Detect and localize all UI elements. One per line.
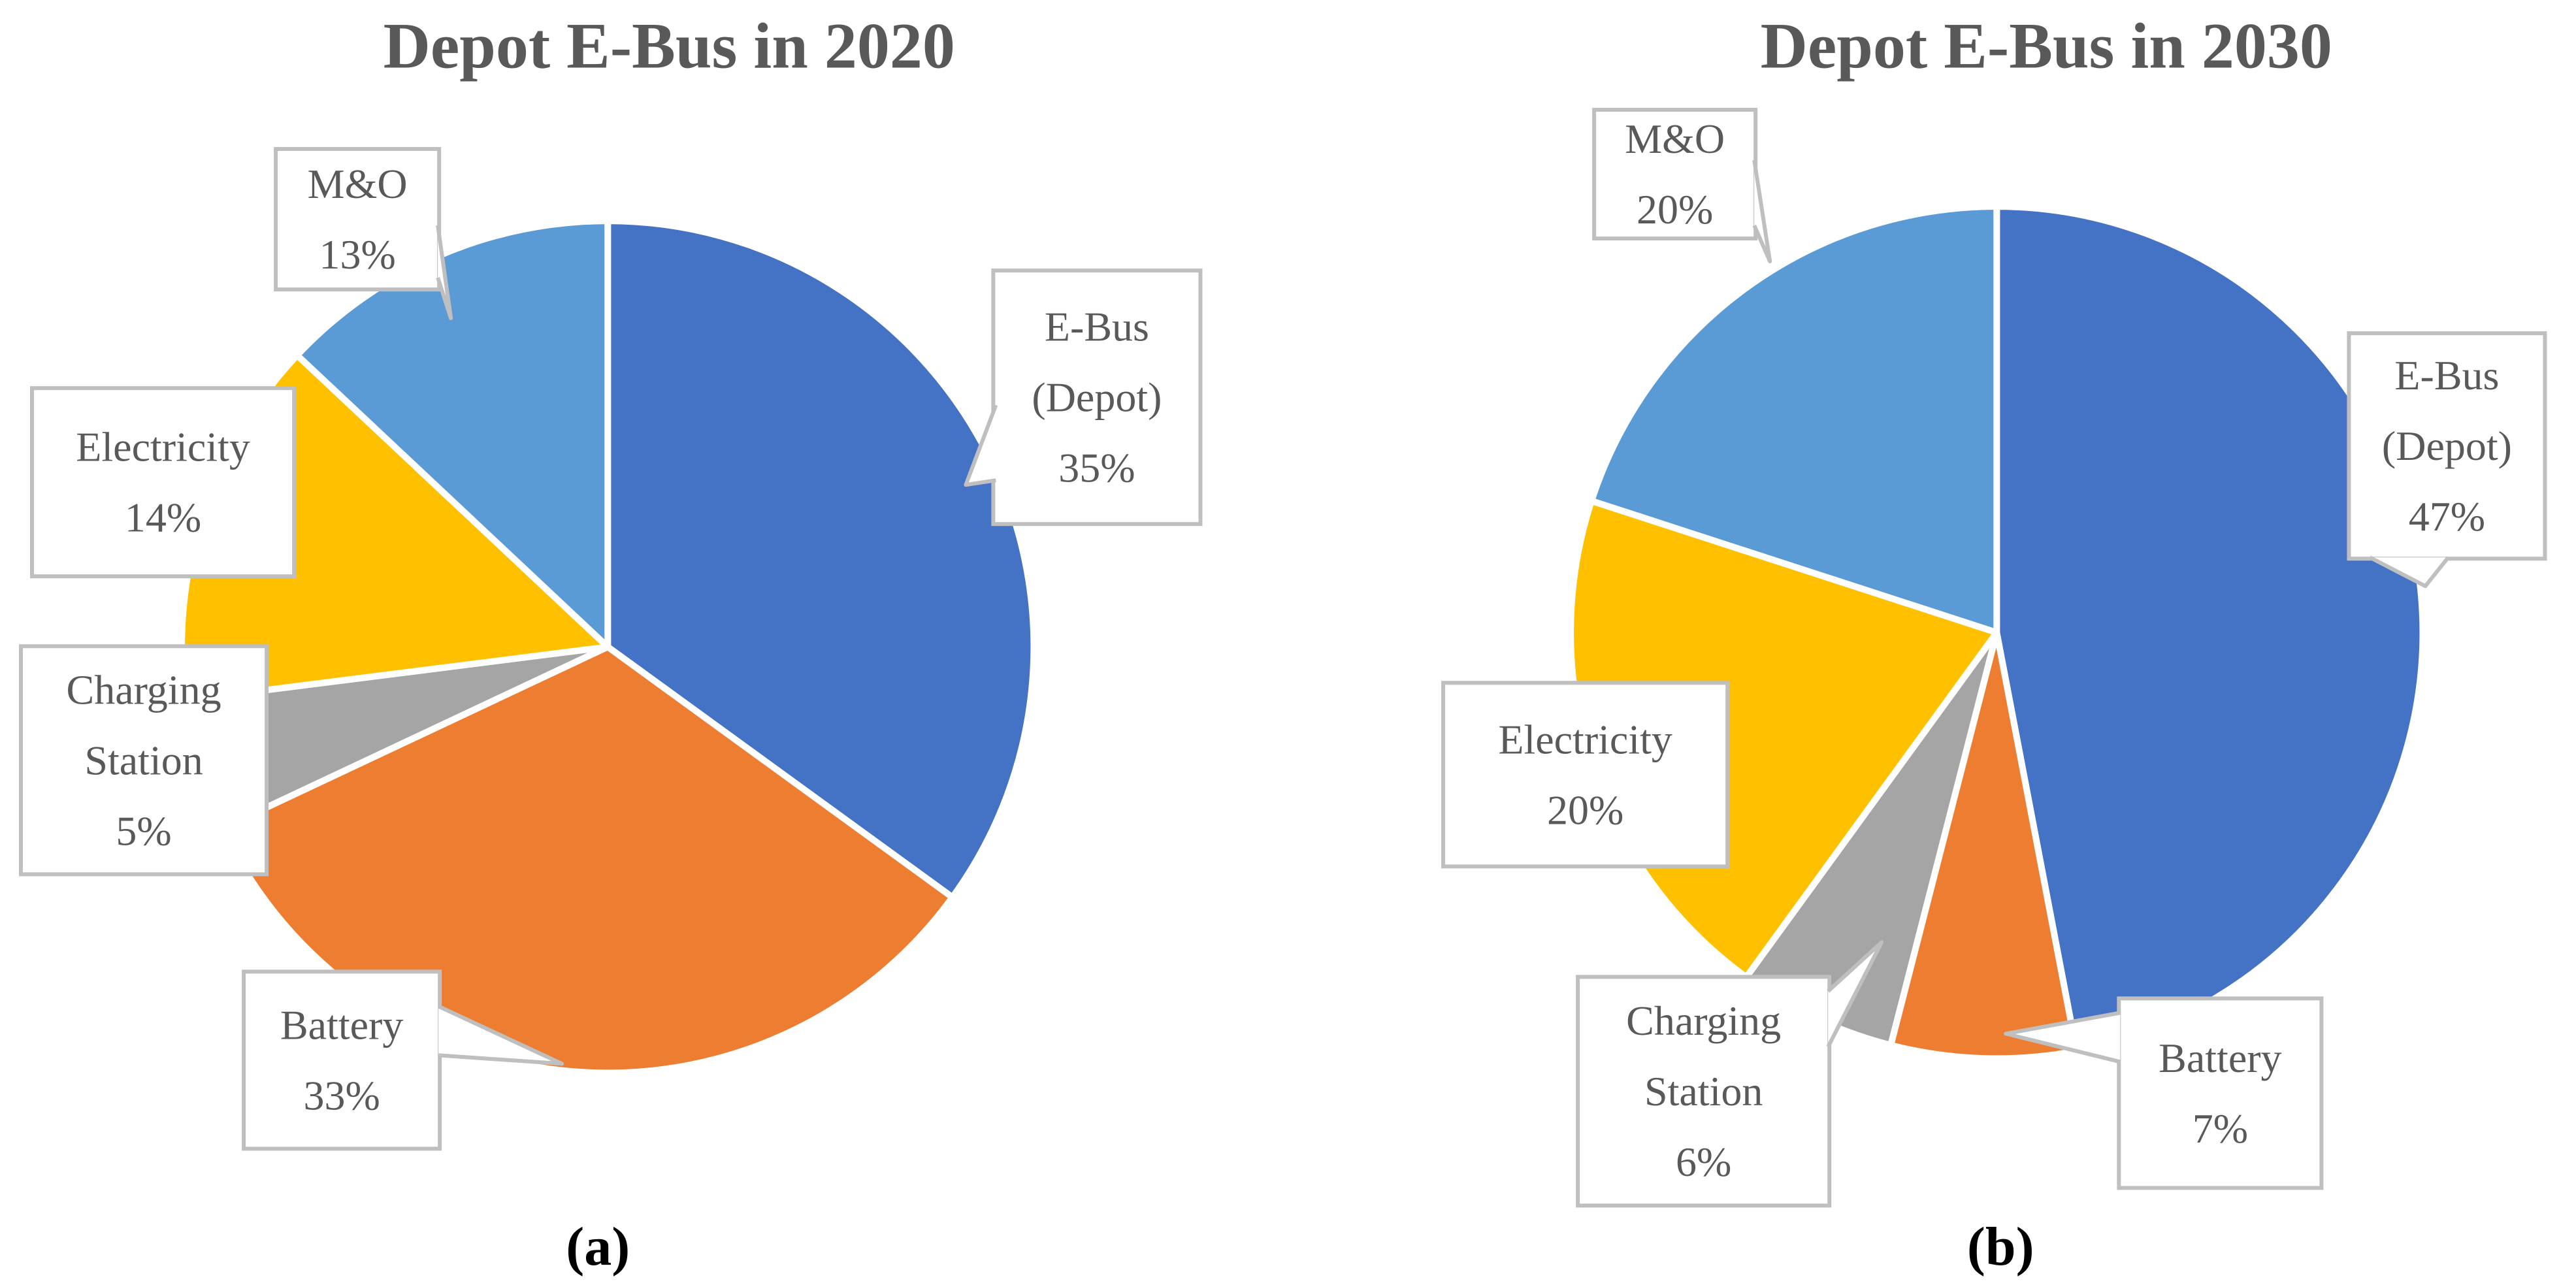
- callout-label-e-bus-depot-line-0: E-Bus: [2394, 352, 2499, 398]
- callout-label-battery-line-0: Battery: [280, 1001, 403, 1048]
- chart-title: Depot E-Bus in 2030: [1760, 10, 2332, 82]
- callout-box-e-bus-depot: [991, 268, 1203, 527]
- callout-label-m-o-line-1: 13%: [319, 231, 395, 278]
- callout-label-e-bus-depot-line-1: (Depot): [2381, 423, 2511, 469]
- callout-label-charging-station-line-0: Charging: [67, 666, 221, 713]
- callout-box-m-o: [274, 147, 442, 292]
- pie-chart-2030-canvas: Depot E-Bus in 2030 E-Bus (Depot) 47% Batter…: [1441, 10, 2547, 1277]
- pie-slice-battery: [219, 643, 956, 1077]
- callout-label-m-o-line-1: 20%: [1636, 186, 1712, 233]
- callout-box-electricity: [1441, 681, 1729, 869]
- callout-tail-m-o: [1752, 159, 1772, 264]
- callout-label-m-o-line-0: M&O: [1625, 116, 1725, 162]
- callout-label-charging-station-line-0: Charging: [1626, 998, 1781, 1044]
- callout-tail-e-bus-depot: [2368, 555, 2450, 589]
- callout-tail-battery: [437, 1004, 564, 1066]
- callout-label-e-bus-depot-line-2: 47%: [2408, 493, 2485, 540]
- callout-label-charging-station-line-2: 5%: [116, 807, 171, 854]
- callout-label-charging-station-line-1: Station: [1644, 1068, 1762, 1114]
- callout-label-electricity-line-1: 20%: [1546, 787, 1623, 833]
- callout-label-battery-line-0: Battery: [2159, 1035, 2281, 1081]
- callout-label-battery-line-1: 7%: [2192, 1105, 2247, 1152]
- pie-chart-2030: Depot E-Bus in 2030 E-Bus (Depot) 47% Batter…: [1288, 0, 2576, 1283]
- callout-label-m-o-line-0: M&O: [308, 161, 408, 207]
- chart-caption: (a): [566, 1216, 630, 1277]
- callout-tail-charging-station: [1826, 940, 1883, 1048]
- callout-label-e-bus-depot-line-0: E-Bus: [1045, 304, 1149, 350]
- callout-label-charging-station-line-1: Station: [84, 737, 203, 783]
- callout-box-charging-station: [1575, 975, 1831, 1208]
- pie-chart-2020-canvas: Depot E-Bus in 2020 E-Bus (Depot) 35% Batter…: [19, 10, 1203, 1277]
- callout-box-charging-station: [19, 644, 269, 877]
- pie-chart-2020: Depot E-Bus in 2020 E-Bus (Depot) 35% Batter…: [19, 10, 1203, 1277]
- callout-tail-m-o: [436, 225, 453, 321]
- callout-label-battery-line-1: 33%: [303, 1072, 380, 1118]
- callout-label-electricity-line-0: Electricity: [1498, 716, 1672, 762]
- pie-slice-e-bus-depot: [1993, 203, 2426, 1054]
- callout-label-electricity-line-0: Electricity: [76, 424, 250, 470]
- callout-label-e-bus-depot-line-2: 35%: [1058, 445, 1135, 491]
- callout-box-battery: [242, 969, 442, 1151]
- callout-tail-battery: [2003, 1011, 2121, 1064]
- callout-box-battery: [2116, 996, 2323, 1190]
- callout-tail-e-bus-depot: [964, 404, 998, 487]
- pie-slice-m-o: [1588, 203, 2000, 636]
- callout-box-electricity: [30, 386, 297, 579]
- pie-slice-battery: [1887, 629, 2079, 1062]
- chart-caption: (b): [1966, 1216, 2034, 1277]
- callout-label-electricity-line-1: 14%: [125, 495, 201, 541]
- chart-title: Depot E-Bus in 2020: [383, 10, 955, 82]
- callout-label-charging-station-line-2: 6%: [1676, 1139, 1731, 1185]
- callout-label-e-bus-depot-line-1: (Depot): [1032, 374, 1162, 421]
